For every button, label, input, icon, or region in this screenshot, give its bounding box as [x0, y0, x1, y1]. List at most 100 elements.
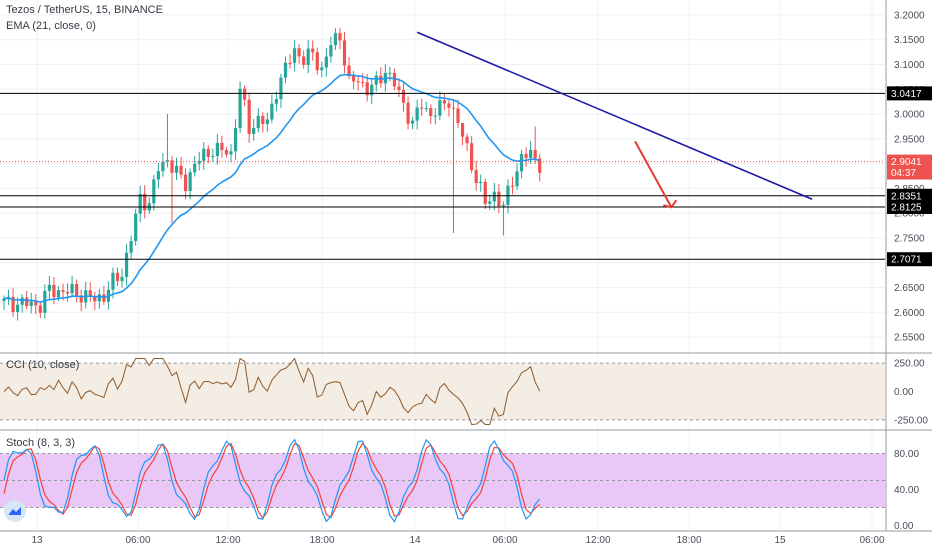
candle-body [238, 88, 242, 129]
candle-body [138, 193, 142, 214]
candle-body [124, 252, 129, 277]
candle-body [292, 48, 297, 63]
candle-body [224, 150, 229, 155]
candle-body [474, 170, 478, 184]
stoch-legend: Stoch (8, 3, 3) [6, 437, 76, 449]
candle-body [283, 62, 288, 78]
candle-body [515, 171, 519, 187]
price-label-text: 2.8125 [891, 202, 922, 213]
candle-body [247, 99, 251, 134]
candle-body [174, 165, 179, 173]
cci-tick-label: 250.00 [894, 359, 925, 370]
candle-body [433, 115, 437, 117]
candle-body [519, 153, 524, 172]
stoch-k-line [3, 438, 541, 523]
price-label-box [887, 154, 932, 169]
candle-body [447, 103, 451, 108]
cci-line [3, 357, 541, 425]
candle-body [351, 76, 356, 82]
candle-body [193, 163, 197, 173]
candle-body [424, 108, 428, 110]
cci-legend: CCI (10, close) [6, 359, 80, 371]
cci-tick-label: 0.00 [894, 387, 914, 398]
candle-body [206, 148, 210, 157]
candle-body [88, 290, 92, 297]
candle-body [52, 284, 56, 298]
candle-body [111, 272, 115, 290]
candle-body [338, 33, 342, 41]
candle-body [347, 65, 351, 77]
time-tick-label: 12:00 [215, 535, 240, 546]
candle-body [211, 155, 215, 157]
cci-band [0, 363, 885, 420]
time-tick-label: 15 [774, 535, 786, 546]
price-label-box [887, 188, 932, 203]
candle-body [397, 86, 401, 90]
candle-body [279, 77, 283, 100]
stoch-tick-label: 40.00 [894, 485, 919, 496]
candles-group [2, 27, 542, 321]
candle-body [20, 297, 24, 305]
candle-body [538, 158, 542, 173]
candle-body [370, 84, 374, 96]
candle-body [329, 45, 333, 57]
candle-body [79, 295, 83, 303]
candle-body [102, 294, 106, 302]
candle-body [170, 160, 174, 173]
forecast-arrow-shaft [634, 140, 673, 208]
candle-body [524, 153, 528, 159]
price-label-box [887, 252, 932, 267]
price-label-text: 2.9041 [891, 157, 922, 168]
candle-body [492, 191, 496, 202]
price-tick-label: 2.6000 [894, 308, 925, 319]
candle-body [43, 290, 47, 313]
candle-body [320, 67, 324, 71]
candle-body [229, 151, 233, 155]
candle-body [265, 119, 269, 124]
candle-body [401, 89, 406, 103]
candle-body [311, 48, 315, 53]
time-tick-label: 06:00 [859, 535, 884, 546]
tradingview-logo-icon[interactable] [4, 500, 26, 522]
candle-body [29, 301, 33, 307]
candle-body [243, 88, 247, 100]
candle-body [70, 283, 74, 294]
candle-body [156, 171, 160, 180]
time-tick-label: 12:00 [585, 535, 610, 546]
candle-body [302, 56, 306, 65]
candle-body [16, 304, 20, 312]
plot-background [0, 0, 885, 530]
cci-tick-label: -250.00 [894, 415, 928, 426]
candle-body [220, 142, 224, 151]
price-label-text: 2.7071 [891, 255, 922, 266]
price-label-box [887, 86, 932, 101]
candle-body [34, 301, 38, 306]
stoch-tick-label: 80.00 [894, 449, 919, 460]
candle-body [252, 128, 256, 134]
candle-body [465, 136, 469, 144]
price-tick-label: 3.1000 [894, 60, 925, 71]
candle-body [392, 72, 397, 87]
candle-body [420, 107, 424, 109]
candle-body [501, 204, 505, 207]
candle-body [324, 56, 328, 68]
candle-body [342, 40, 347, 66]
price-label-text: 2.8351 [891, 191, 922, 202]
candle-body [97, 294, 101, 302]
candle-body [374, 75, 378, 85]
symbol-legend: Tezos / TetherUS, 15, BINANCE [6, 4, 163, 16]
candle-body [179, 165, 183, 175]
time-tick-label: 14 [409, 535, 421, 546]
price-tick-label: 2.6500 [894, 283, 925, 294]
price-tick-label: 3.2000 [894, 10, 925, 21]
candle-body [429, 108, 433, 116]
candle-body [365, 82, 369, 96]
candle-body [93, 296, 97, 302]
price-label-text: 3.0417 [891, 89, 922, 100]
candle-body [61, 290, 65, 292]
price-label-text: 04:37 [891, 168, 916, 179]
forecast-arrow-head [663, 199, 678, 209]
candle-body [361, 81, 365, 83]
time-tick-label: 06:00 [492, 535, 517, 546]
